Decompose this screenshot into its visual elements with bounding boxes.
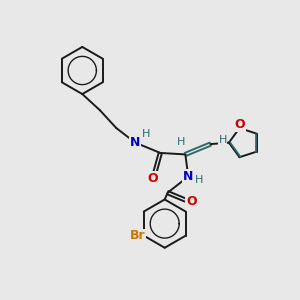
Text: O: O <box>148 172 158 185</box>
Text: N: N <box>130 136 140 149</box>
Text: H: H <box>195 175 204 185</box>
Text: H: H <box>142 129 151 140</box>
Text: Br: Br <box>130 229 145 242</box>
Text: O: O <box>186 195 196 208</box>
Text: N: N <box>183 170 194 183</box>
Text: O: O <box>235 118 245 131</box>
Text: H: H <box>218 135 227 145</box>
Text: H: H <box>177 137 185 147</box>
